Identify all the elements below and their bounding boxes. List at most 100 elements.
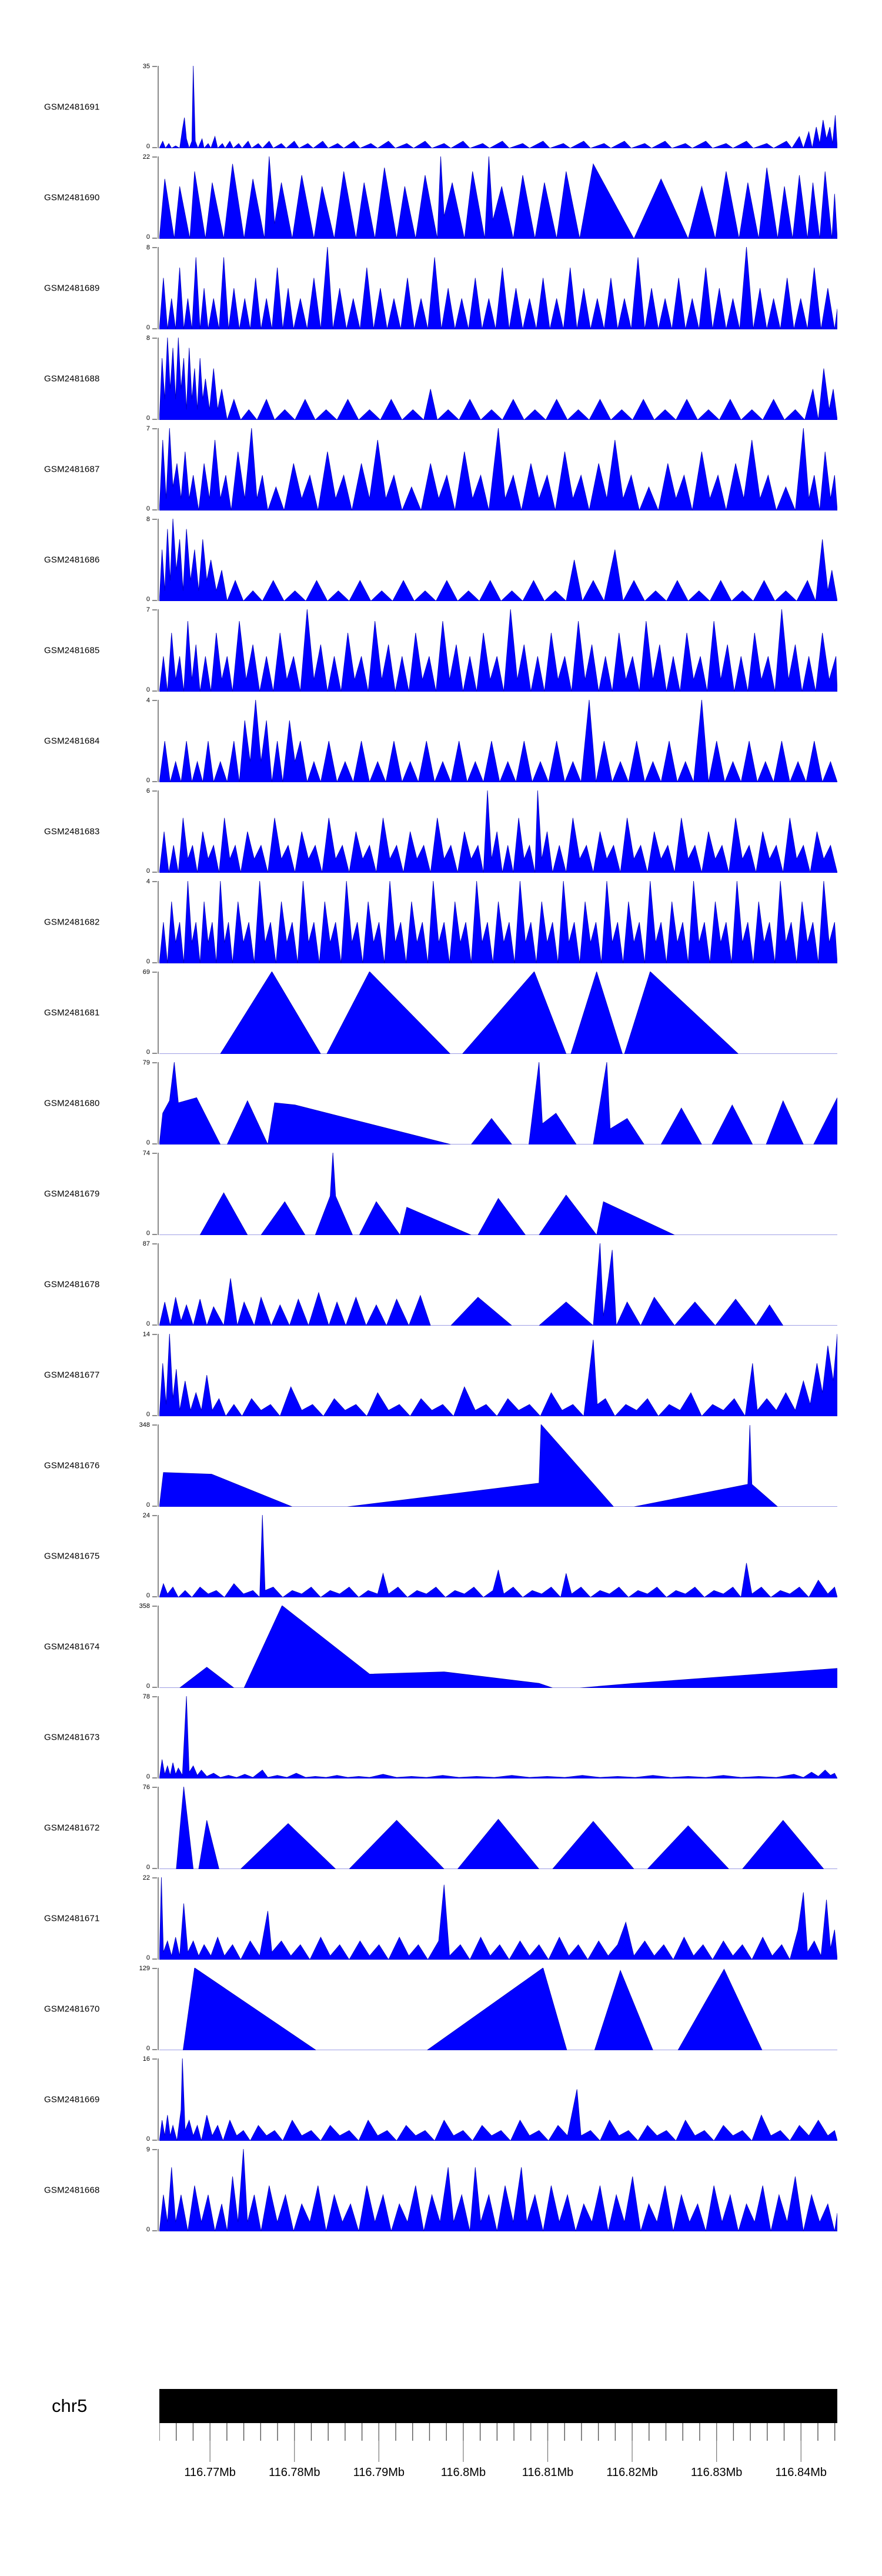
y-axis-line xyxy=(158,1877,159,1960)
y-axis-tick xyxy=(152,1053,157,1054)
track-sample-label: GSM2481689 xyxy=(44,283,100,293)
track-sample-label: GSM2481668 xyxy=(44,2185,100,2195)
signal-path xyxy=(159,338,837,420)
y-axis-tick xyxy=(152,781,157,782)
y-axis-zero-label: 0 xyxy=(146,1049,150,1056)
y-axis-zero-label: 0 xyxy=(146,1864,150,1871)
y-axis-zero-label: 0 xyxy=(146,958,150,965)
track-sample-label: GSM2481683 xyxy=(44,826,100,837)
y-axis-zero-label: 0 xyxy=(146,867,150,875)
track-sample-label: GSM2481672 xyxy=(44,1823,100,1833)
track-sample-label: GSM2481677 xyxy=(44,1370,100,1380)
y-axis-zero-label: 0 xyxy=(146,596,150,603)
y-axis-max-label: 348 xyxy=(139,1422,150,1429)
signal-area-chart xyxy=(159,156,837,239)
y-axis-line xyxy=(158,1334,159,1416)
track-row: GSM2481670 129 0 xyxy=(0,1965,882,2052)
y-axis-line xyxy=(158,972,159,1054)
track-sample-label: GSM2481690 xyxy=(44,192,100,203)
signal-area-chart xyxy=(159,1153,837,1235)
y-axis-zero-label: 0 xyxy=(146,1683,150,1690)
y-axis-tick xyxy=(152,1243,157,1244)
y-axis-zero-label: 0 xyxy=(146,686,150,693)
track-row: GSM2481669 16 0 xyxy=(0,2056,882,2143)
y-axis-max-label: 74 xyxy=(142,1150,150,1157)
y-axis-tick xyxy=(152,2140,157,2141)
signal-path xyxy=(159,1968,837,2050)
y-axis-tick xyxy=(152,600,157,601)
track-row: GSM2481686 8 0 xyxy=(0,516,882,603)
signal-area-chart xyxy=(159,1243,837,1326)
y-axis-max-label: 7 xyxy=(146,425,150,432)
signal-area-chart xyxy=(159,519,837,601)
y-axis-tick xyxy=(152,1506,157,1507)
signal-path xyxy=(159,2058,837,2141)
axis-tick-label: 116.78Mb xyxy=(269,2466,320,2479)
track-row: GSM2481684 4 0 xyxy=(0,697,882,784)
y-axis-tick xyxy=(152,519,157,520)
y-axis-max-label: 358 xyxy=(139,1603,150,1610)
track-row: GSM2481671 22 0 xyxy=(0,1874,882,1961)
track-sample-label: GSM2481679 xyxy=(44,1189,100,1199)
axis-tick-label: 116.83Mb xyxy=(691,2466,742,2479)
signal-area-chart xyxy=(159,1877,837,1960)
track-sample-label: GSM2481681 xyxy=(44,1007,100,1018)
signal-path xyxy=(159,881,837,963)
signal-path xyxy=(159,1787,837,1869)
signal-area-chart xyxy=(159,247,837,329)
y-axis-zero-label: 0 xyxy=(146,143,150,150)
y-axis-line xyxy=(158,247,159,329)
y-axis-tick xyxy=(152,2149,157,2150)
track-sample-label: GSM2481669 xyxy=(44,2094,100,2105)
y-axis-tick xyxy=(152,1062,157,1063)
y-axis-tick xyxy=(152,147,157,148)
axis-tick-label: 116.79Mb xyxy=(353,2466,405,2479)
y-axis-zero-label: 0 xyxy=(146,2045,150,2052)
track-sample-label: GSM2481680 xyxy=(44,1098,100,1109)
axis-tick-label: 116.84Mb xyxy=(776,2466,827,2479)
y-axis-tick xyxy=(152,1696,157,1697)
signal-area-chart xyxy=(159,1606,837,1688)
y-axis-tick xyxy=(152,1153,157,1154)
track-row: GSM2481679 74 0 xyxy=(0,1150,882,1237)
signal-area-chart xyxy=(159,1062,837,1144)
axis-tick-label: 116.81Mb xyxy=(522,2466,573,2479)
y-axis-line xyxy=(158,428,159,510)
y-axis-tick xyxy=(152,1968,157,1969)
y-axis-line xyxy=(158,1243,159,1326)
signal-path xyxy=(159,972,837,1054)
y-axis-max-label: 6 xyxy=(146,788,150,795)
y-axis-tick xyxy=(152,2058,157,2060)
y-axis-tick xyxy=(152,690,157,692)
y-axis-line xyxy=(158,338,159,420)
signal-path xyxy=(159,609,837,692)
y-axis-max-label: 4 xyxy=(146,697,150,704)
y-axis-line xyxy=(158,1062,159,1144)
y-axis-tick xyxy=(152,700,157,701)
y-axis-line xyxy=(158,1787,159,1869)
y-axis-zero-label: 0 xyxy=(146,324,150,331)
y-axis-tick xyxy=(152,609,157,610)
signal-path xyxy=(159,1424,837,1507)
y-axis-max-label: 129 xyxy=(139,1965,150,1972)
track-sample-label: GSM2481671 xyxy=(44,1913,100,1924)
signal-area-chart xyxy=(159,338,837,420)
signal-area-chart xyxy=(159,700,837,782)
y-axis-tick xyxy=(152,1143,157,1144)
y-axis-tick xyxy=(152,2049,157,2050)
track-sample-label: GSM2481691 xyxy=(44,102,100,112)
y-axis-tick xyxy=(152,1424,157,1426)
y-axis-zero-label: 0 xyxy=(146,1320,150,1327)
signal-area-chart xyxy=(159,2058,837,2141)
track-row: GSM2481673 78 0 xyxy=(0,1693,882,1780)
track-sample-label: GSM2481685 xyxy=(44,645,100,656)
track-sample-label: GSM2481688 xyxy=(44,373,100,384)
y-axis-zero-label: 0 xyxy=(146,1773,150,1780)
signal-area-chart xyxy=(159,428,837,510)
y-axis-line xyxy=(158,609,159,692)
y-axis-max-label: 22 xyxy=(142,1874,150,1881)
track-row: GSM2481680 79 0 xyxy=(0,1059,882,1146)
y-axis-tick xyxy=(152,66,157,67)
signal-path xyxy=(159,66,837,148)
y-axis-tick xyxy=(152,1687,157,1688)
